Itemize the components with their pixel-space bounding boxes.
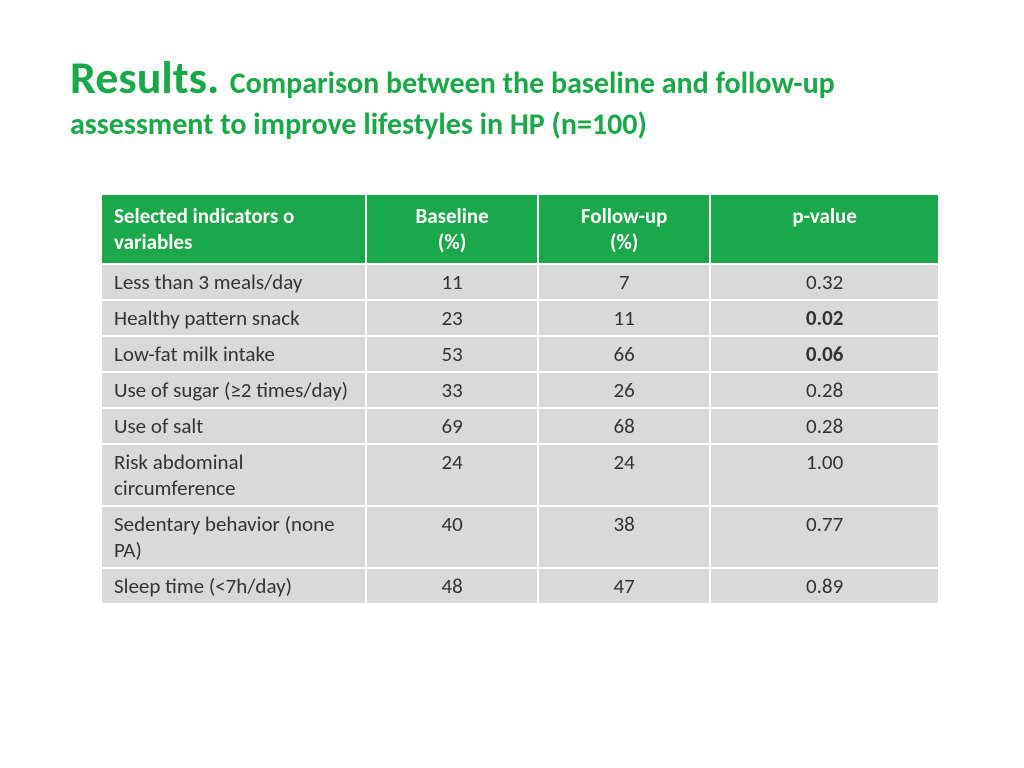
cell-baseline: 23 [367, 301, 537, 335]
table-row: Less than 3 meals/day1170.32 [102, 265, 938, 299]
table-row: Use of salt69680.28 [102, 409, 938, 443]
cell-followup: 47 [539, 569, 709, 603]
cell-indicator: Sleep time (<7h/day) [102, 569, 365, 603]
cell-baseline: 40 [367, 507, 537, 567]
cell-followup: 24 [539, 445, 709, 505]
table-row: Low-fat milk intake53660.06 [102, 337, 938, 371]
cell-indicator: Less than 3 meals/day [102, 265, 365, 299]
cell-baseline: 69 [367, 409, 537, 443]
table-row: Risk abdominal circumference24241.00 [102, 445, 938, 505]
cell-followup: 38 [539, 507, 709, 567]
cell-followup: 11 [539, 301, 709, 335]
cell-pvalue: 0.28 [711, 373, 938, 407]
results-table: Selected indicators o variables Baseline… [100, 193, 940, 605]
cell-pvalue: 1.00 [711, 445, 938, 505]
cell-indicator: Risk abdominal circumference [102, 445, 365, 505]
slide-title: Results. Comparison between the baseline… [60, 50, 964, 143]
table-row: Use of sugar (≥2 times/day)33260.28 [102, 373, 938, 407]
title-sub-line1: Comparison between the baseline and foll… [230, 65, 835, 102]
cell-pvalue: 0.89 [711, 569, 938, 603]
cell-followup: 26 [539, 373, 709, 407]
cell-baseline: 48 [367, 569, 537, 603]
title-main: Results. [70, 50, 230, 106]
cell-followup: 7 [539, 265, 709, 299]
cell-indicator: Use of sugar (≥2 times/day) [102, 373, 365, 407]
table-row: Sedentary behavior (none PA)40380.77 [102, 507, 938, 567]
title-sub-line2: assessment to improve lifestyles in HP (… [70, 106, 647, 143]
table-row: Sleep time (<7h/day)48470.89 [102, 569, 938, 603]
cell-indicator: Use of salt [102, 409, 365, 443]
cell-indicator: Healthy pattern snack [102, 301, 365, 335]
table-header-row: Selected indicators o variables Baseline… [102, 195, 938, 263]
cell-baseline: 11 [367, 265, 537, 299]
table-row: Healthy pattern snack23110.02 [102, 301, 938, 335]
cell-indicator: Low-fat milk intake [102, 337, 365, 371]
cell-pvalue: 0.28 [711, 409, 938, 443]
cell-indicator: Sedentary behavior (none PA) [102, 507, 365, 567]
cell-baseline: 53 [367, 337, 537, 371]
cell-followup: 66 [539, 337, 709, 371]
col-header-indicators: Selected indicators o variables [102, 195, 365, 263]
cell-pvalue: 0.32 [711, 265, 938, 299]
cell-baseline: 33 [367, 373, 537, 407]
col-header-pvalue: p-value [711, 195, 938, 263]
cell-pvalue: 0.02 [711, 301, 938, 335]
col-header-followup: Follow-up (%) [539, 195, 709, 263]
col-header-baseline: Baseline (%) [367, 195, 537, 263]
cell-baseline: 24 [367, 445, 537, 505]
table-body: Less than 3 meals/day1170.32Healthy patt… [102, 265, 938, 603]
cell-pvalue: 0.06 [711, 337, 938, 371]
cell-pvalue: 0.77 [711, 507, 938, 567]
cell-followup: 68 [539, 409, 709, 443]
